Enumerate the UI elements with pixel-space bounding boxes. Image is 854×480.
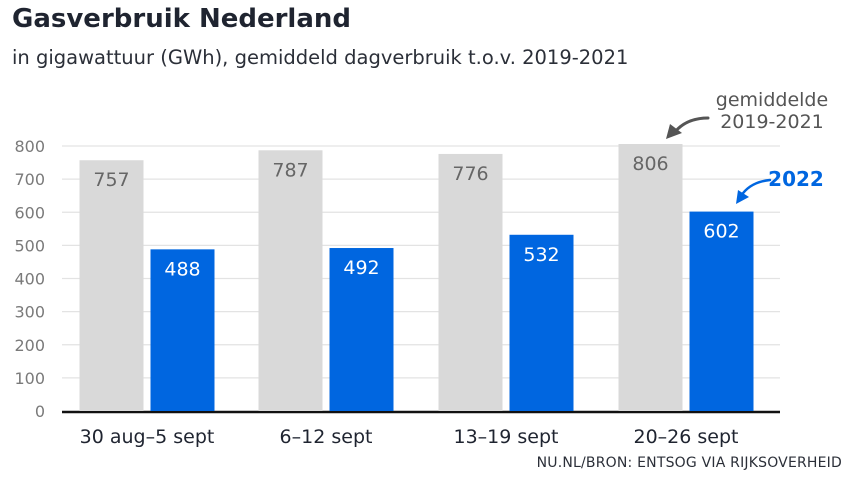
bar-baseline	[258, 150, 323, 411]
data-label-baseline: 776	[452, 163, 488, 185]
annotation-baseline-line2: 2019-2021	[720, 111, 824, 133]
bar-2022	[329, 248, 394, 411]
y-tick-label: 800	[14, 137, 45, 156]
bar-2022	[689, 211, 754, 411]
annotation-arrow-2022	[739, 178, 772, 198]
annotation-2022-label: 2022	[768, 167, 824, 191]
y-tick-label: 0	[35, 402, 45, 421]
annotation-baseline-line1: gemiddelde	[716, 89, 828, 111]
annotation-arrowhead-2022	[736, 190, 749, 204]
x-tick-label: 30 aug–5 sept	[80, 426, 215, 448]
bar-2022	[509, 234, 574, 411]
x-tick-label: 6–12 sept	[280, 426, 373, 448]
annotation-arrow-baseline	[672, 116, 710, 135]
data-label-baseline: 806	[632, 153, 668, 175]
x-tick-label: 20–26 sept	[634, 426, 739, 448]
y-tick-label: 300	[14, 303, 45, 322]
data-label-baseline: 787	[272, 159, 308, 181]
data-label-2022: 532	[523, 244, 559, 266]
x-tick-label: 13–19 sept	[454, 426, 559, 448]
y-tick-label: 400	[14, 270, 45, 289]
y-tick-label: 500	[14, 236, 45, 255]
bar-2022	[150, 249, 215, 411]
data-label-baseline: 757	[93, 169, 129, 191]
annotation-arrowhead-baseline	[666, 124, 682, 139]
data-label-2022: 488	[164, 258, 200, 280]
data-label-2022: 602	[703, 221, 739, 243]
chart-title: Gasverbruik Nederland	[12, 4, 352, 34]
chart-subtitle: in gigawattuur (GWh), gemiddeld dagverbr…	[12, 46, 629, 69]
bar-baseline	[79, 160, 144, 411]
y-tick-label: 100	[14, 369, 45, 388]
bar-baseline	[618, 144, 683, 411]
data-label-2022: 492	[343, 257, 379, 279]
y-tick-label: 200	[14, 336, 45, 355]
y-tick-label: 600	[14, 203, 45, 222]
source-note: NU.NL/BRON: ENTSOG VIA RIJKSOVERHEID	[536, 455, 842, 471]
y-tick-label: 700	[14, 170, 45, 189]
bar-baseline	[438, 153, 503, 411]
